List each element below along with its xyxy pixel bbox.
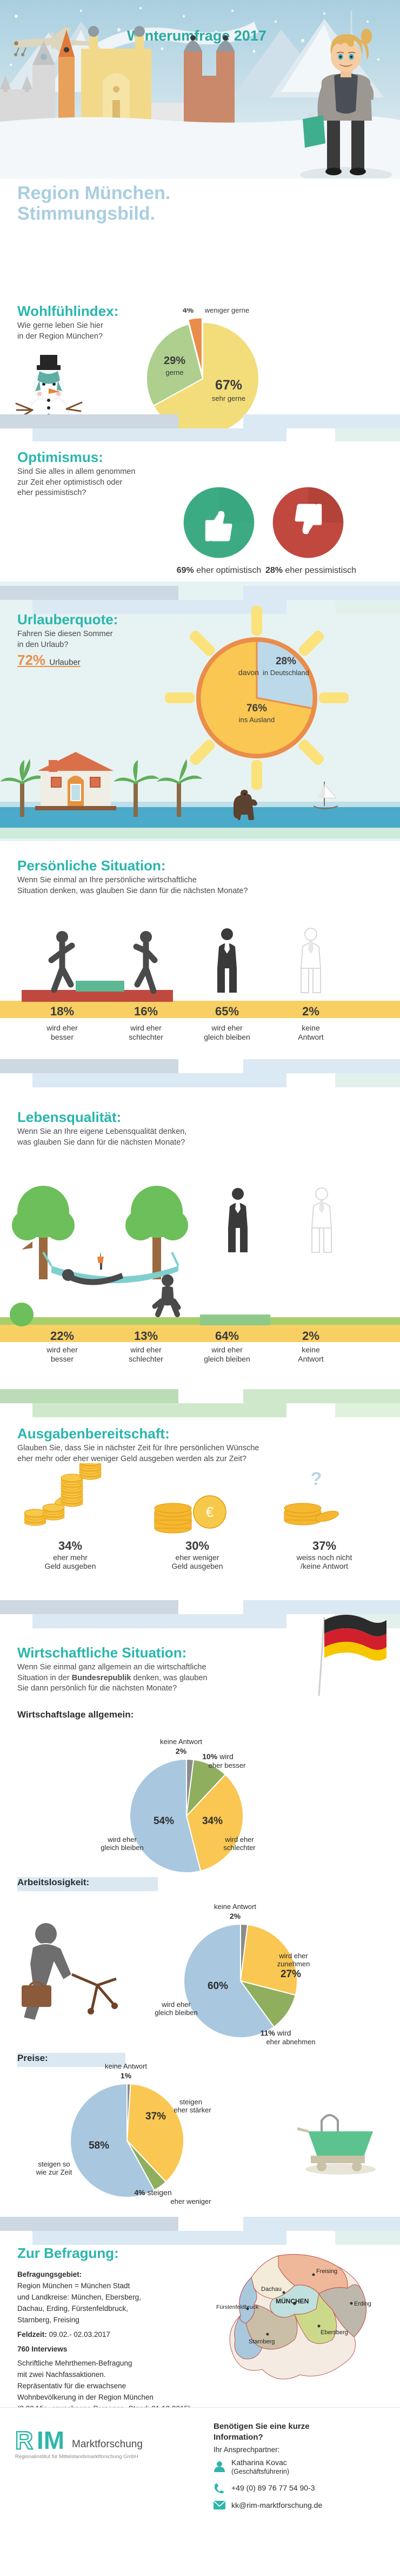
svg-text:wird eher: wird eher xyxy=(46,1345,78,1354)
svg-text:weniger gerne: weniger gerne xyxy=(204,308,249,314)
svg-text:?: ? xyxy=(311,1469,322,1489)
svg-text:4% steigen: 4% steigen xyxy=(134,2188,171,2197)
svg-text:Ebersberg: Ebersberg xyxy=(321,2329,348,2336)
svg-text:wird eher: wird eher xyxy=(211,1345,243,1354)
svg-text:Fürstenfeldbruck: Fürstenfeldbruck xyxy=(216,2304,259,2310)
svg-text:gleich bleiben: gleich bleiben xyxy=(101,1844,144,1852)
svg-text:wird eher: wird eher xyxy=(46,1023,78,1032)
svg-text:Antwort: Antwort xyxy=(298,1033,324,1041)
svg-text:Starnberg: Starnberg xyxy=(249,2339,275,2345)
svg-text:keine: keine xyxy=(302,1345,320,1354)
svg-text:Erding: Erding xyxy=(354,2301,371,2307)
svg-text:keine: keine xyxy=(302,1023,320,1032)
svg-text:Marktforschung: Marktforschung xyxy=(72,2439,143,2450)
svg-text:schlechter: schlechter xyxy=(129,1355,163,1363)
svg-text:Dachau: Dachau xyxy=(261,2286,282,2293)
svg-text:MÜNCHEN: MÜNCHEN xyxy=(276,2297,309,2305)
svg-text:58%: 58% xyxy=(89,2140,109,2151)
svg-text:2%: 2% xyxy=(230,1912,241,1920)
svg-text:in Deutschland: in Deutschland xyxy=(263,669,309,677)
svg-text:37%: 37% xyxy=(145,2111,166,2122)
svg-text:eher weniger: eher weniger xyxy=(170,2197,211,2205)
svg-text:wird eher: wird eher xyxy=(130,1345,162,1354)
svg-text:wird eher: wird eher xyxy=(130,1023,162,1032)
svg-text:Winterumfrage 2017: Winterumfrage 2017 xyxy=(127,28,266,44)
svg-text:besser: besser xyxy=(51,1355,74,1363)
svg-text:11% wird: 11% wird xyxy=(261,2029,291,2037)
svg-text:schlechter: schlechter xyxy=(129,1033,163,1041)
svg-text:sehr gerne: sehr gerne xyxy=(212,394,245,402)
svg-text:10% wird: 10% wird xyxy=(202,1752,234,1761)
svg-text:besser: besser xyxy=(51,1033,74,1041)
svg-text:18%: 18% xyxy=(50,1005,74,1018)
svg-text:wird eher: wird eher xyxy=(278,1952,308,1960)
svg-text:76%: 76% xyxy=(246,703,267,714)
svg-text:wird eher: wird eher xyxy=(224,1835,254,1844)
svg-text:22%: 22% xyxy=(50,1329,74,1343)
svg-text:34%: 34% xyxy=(202,1815,223,1827)
svg-text:R: R xyxy=(15,2426,33,2454)
svg-text:keine Antwort: keine Antwort xyxy=(160,1739,202,1746)
svg-text:eher besser: eher besser xyxy=(209,1761,246,1769)
svg-text:60%: 60% xyxy=(208,1980,228,1992)
svg-text:2%: 2% xyxy=(176,1747,187,1755)
svg-text:eher abnehmen: eher abnehmen xyxy=(266,2038,315,2046)
svg-text:gleich bleiben: gleich bleiben xyxy=(204,1033,250,1041)
svg-text:Antwort: Antwort xyxy=(298,1355,324,1363)
svg-text:steigen so: steigen so xyxy=(38,2160,70,2168)
svg-text:Regionalinstitut für Mittelsta: Regionalinstitut für Mittelstandsmarktfo… xyxy=(15,2454,138,2460)
svg-text:64%: 64% xyxy=(215,1329,239,1343)
svg-text:schlechter: schlechter xyxy=(223,1844,256,1852)
svg-text:2%: 2% xyxy=(302,1005,319,1018)
svg-text:wird eher: wird eher xyxy=(107,1835,137,1844)
svg-text:Freising: Freising xyxy=(316,2268,337,2275)
svg-text:gleich bleiben: gleich bleiben xyxy=(204,1355,250,1363)
svg-text:27%: 27% xyxy=(281,1969,301,1980)
svg-text:1%: 1% xyxy=(121,2071,132,2080)
svg-text:steigen: steigen xyxy=(179,2098,202,2106)
svg-text:2%: 2% xyxy=(302,1329,319,1343)
svg-text:IM: IM xyxy=(37,2426,64,2454)
svg-text:29%: 29% xyxy=(164,355,185,367)
svg-text:eher stärker: eher stärker xyxy=(174,2106,211,2114)
svg-text:65%: 65% xyxy=(215,1005,239,1018)
svg-text:€: € xyxy=(206,1504,214,1520)
svg-text:keine Antwort: keine Antwort xyxy=(214,1904,256,1911)
svg-text:gleich bleiben: gleich bleiben xyxy=(155,2009,198,2017)
svg-text:keine Antwort: keine Antwort xyxy=(105,2064,147,2070)
svg-text:54%: 54% xyxy=(154,1815,174,1827)
svg-text:wie zur Zeit: wie zur Zeit xyxy=(36,2168,72,2176)
svg-text:13%: 13% xyxy=(134,1329,158,1343)
svg-text:wird eher: wird eher xyxy=(161,2000,191,2009)
svg-text:16%: 16% xyxy=(134,1005,158,1018)
svg-text:ins Ausland: ins Ausland xyxy=(239,716,275,724)
svg-text:zunehmen: zunehmen xyxy=(277,1960,310,1968)
svg-text:wird eher: wird eher xyxy=(211,1023,243,1032)
svg-text:67%: 67% xyxy=(215,378,242,393)
svg-text:28%: 28% xyxy=(276,656,296,667)
svg-text:davon: davon xyxy=(238,668,259,677)
svg-text:4%: 4% xyxy=(183,308,194,314)
svg-text:gerne: gerne xyxy=(165,368,183,377)
